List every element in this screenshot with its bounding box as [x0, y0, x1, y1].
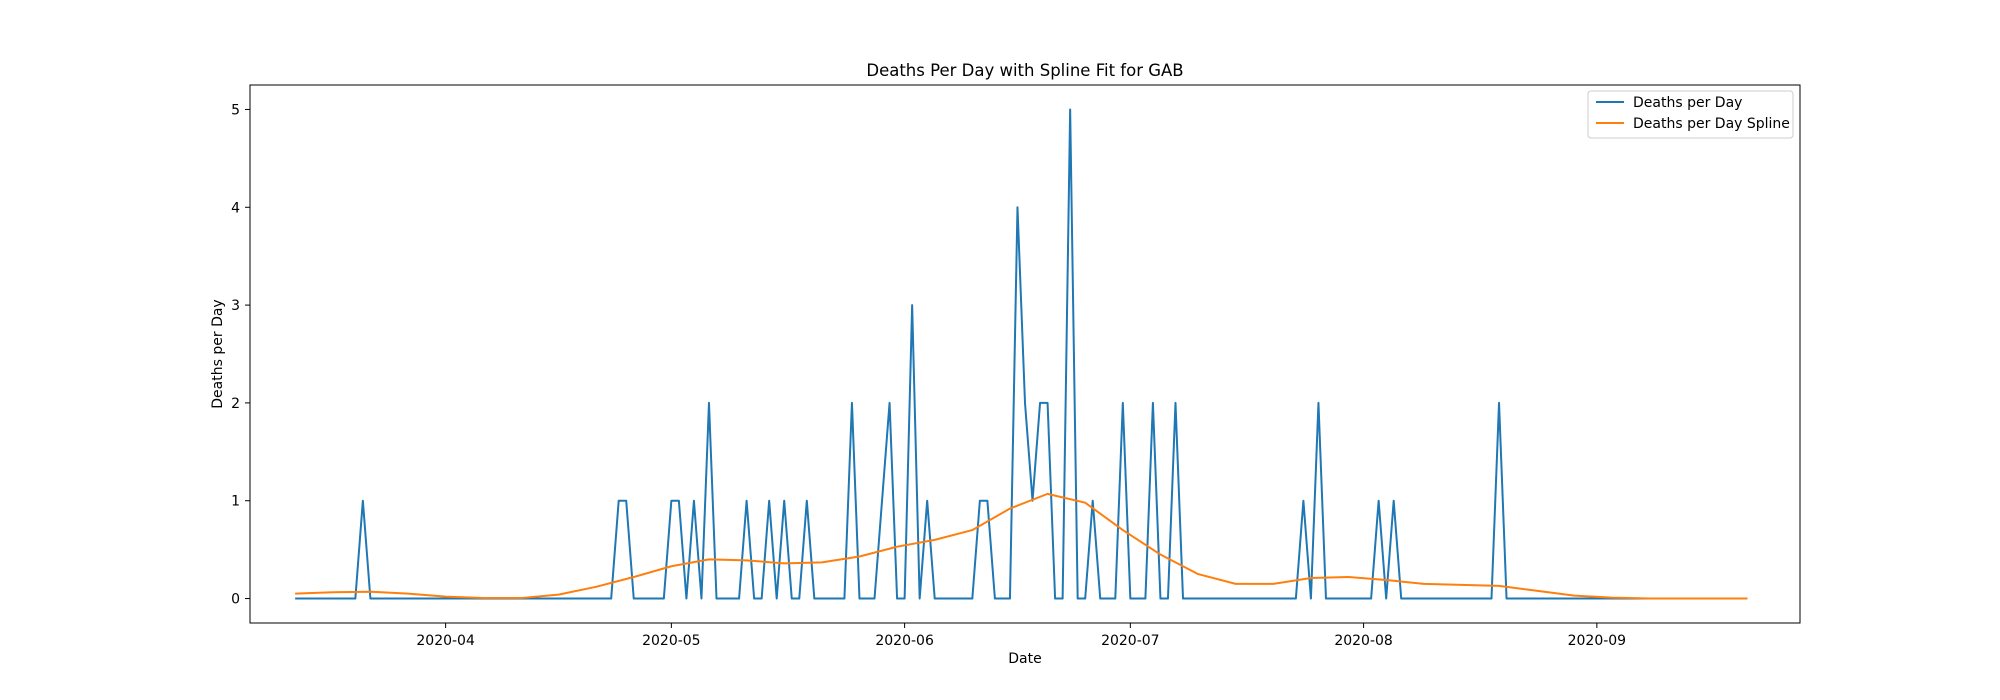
axes-frame: [249, 84, 1801, 624]
legend: Deaths per Day Deaths per Day Spline: [1587, 90, 1794, 139]
series-line-deaths-per-day-spline: [295, 492, 1748, 600]
y-axis-ticks: 0 1 2 3 4 5: [231, 102, 250, 608]
x-tick-label: 2020-04: [416, 633, 475, 649]
y-tick-label: 5: [231, 102, 240, 118]
y-axis-label: Deaths per Day: [210, 299, 226, 408]
series-line-deaths-per-day: [295, 108, 1748, 600]
x-axis-ticks: 2020-04 2020-05 2020-06 2020-07 2020-08 2020-…: [416, 623, 1626, 649]
y-tick-label: 1: [231, 494, 240, 510]
x-tick-label: 2020-06: [875, 633, 934, 649]
x-tick-label: 2020-09: [1568, 633, 1627, 649]
legend-entry-deaths-per-day-spline: Deaths per Day Spline: [1633, 116, 1790, 132]
legend-box: [1587, 90, 1794, 139]
y-tick-label: 4: [231, 200, 240, 216]
x-tick-label: 2020-07: [1101, 633, 1160, 649]
y-tick-label: 3: [231, 298, 240, 314]
chart-title: Deaths Per Day with Spline Fit for GAB: [866, 61, 1183, 80]
y-tick-label: 2: [231, 396, 240, 412]
y-tick-label: 0: [231, 592, 240, 608]
x-tick-label: 2020-05: [642, 633, 701, 649]
plot-area: [249, 84, 1801, 624]
legend-entry-deaths-per-day: Deaths per Day: [1633, 95, 1742, 111]
x-tick-label: 2020-08: [1334, 633, 1393, 649]
series-lines: [295, 108, 1748, 600]
x-axis-label: Date: [1008, 651, 1041, 667]
